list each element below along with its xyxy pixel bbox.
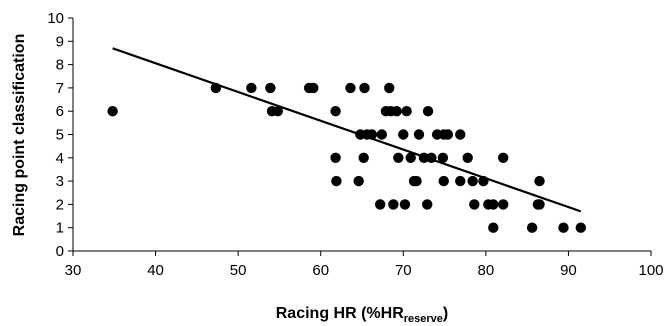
y-tick-label: 4 [56, 150, 64, 167]
data-point [478, 175, 489, 187]
y-tick-label: 0 [56, 243, 64, 260]
data-point [426, 152, 437, 163]
data-point [455, 129, 466, 140]
y-tick-label: 9 [56, 33, 64, 50]
data-point [308, 82, 319, 94]
data-point [345, 82, 356, 94]
x-tick-label: 60 [312, 262, 329, 279]
y-tick-label: 1 [56, 220, 64, 237]
x-tick-label: 70 [395, 262, 412, 279]
x-axis-title-subscript: reserve [404, 313, 443, 325]
y-axis-title: Racing point classification [11, 34, 28, 237]
data-point [246, 82, 257, 94]
x-axis-title: Racing HR (%HRreserve) [276, 305, 449, 325]
data-point [384, 82, 395, 94]
data-point [442, 129, 454, 140]
data-point [405, 152, 416, 163]
data-point [488, 199, 499, 210]
data-point [391, 106, 402, 117]
y-tick-label: 10 [47, 10, 64, 27]
x-axis-title-main: Racing HR (%HR [276, 305, 404, 322]
data-point [526, 222, 538, 233]
data-point [330, 106, 341, 117]
data-point [467, 175, 478, 187]
x-tick-label: 90 [560, 262, 577, 279]
data-point [438, 175, 449, 187]
trendline [112, 47, 582, 213]
data-point [469, 199, 480, 210]
data-point [107, 106, 118, 117]
y-tick-label: 8 [56, 57, 64, 74]
data-point [398, 129, 409, 140]
x-tick-label: 30 [65, 262, 82, 279]
data-point [330, 152, 341, 163]
data-point [497, 199, 509, 210]
x-tick-label: 50 [230, 262, 247, 279]
data-point [376, 129, 388, 140]
data-point [534, 175, 545, 187]
data-point [401, 106, 412, 117]
data-point [575, 222, 587, 233]
data-point [418, 152, 430, 163]
data-point [422, 106, 434, 117]
data-point [265, 82, 276, 94]
data-point [210, 82, 222, 94]
data-point [359, 82, 370, 94]
y-tick-label: 6 [56, 103, 64, 120]
data-point [353, 175, 364, 187]
y-tick-label: 3 [56, 173, 64, 190]
data-point [374, 199, 386, 210]
data-point [422, 199, 433, 210]
data-point [272, 106, 283, 117]
y-tick-label: 2 [56, 196, 64, 213]
data-point [497, 152, 509, 163]
data-point [399, 199, 411, 210]
data-point [388, 199, 399, 210]
x-tick-label: 80 [478, 262, 495, 279]
x-tick-label: 100 [638, 262, 663, 279]
x-axis-title-tail: ) [443, 305, 448, 322]
data-point [366, 129, 378, 140]
y-tick-label: 7 [56, 80, 64, 97]
x-tick-label: 40 [147, 262, 164, 279]
data-point [331, 175, 342, 187]
data-point [413, 129, 425, 140]
data-point [455, 175, 466, 187]
data-point [558, 222, 569, 233]
data-point [437, 152, 449, 163]
data-point [358, 152, 369, 163]
data-point [488, 222, 499, 233]
plot-area: 30 40 50 60 70 80 90 100 0 1 2 3 4 5 6 7 8 9 10 [47, 10, 663, 279]
y-tick-label: 5 [56, 127, 64, 144]
data-point [411, 175, 422, 187]
data-point [462, 152, 473, 163]
data-point [534, 199, 545, 210]
data-point [393, 152, 404, 163]
